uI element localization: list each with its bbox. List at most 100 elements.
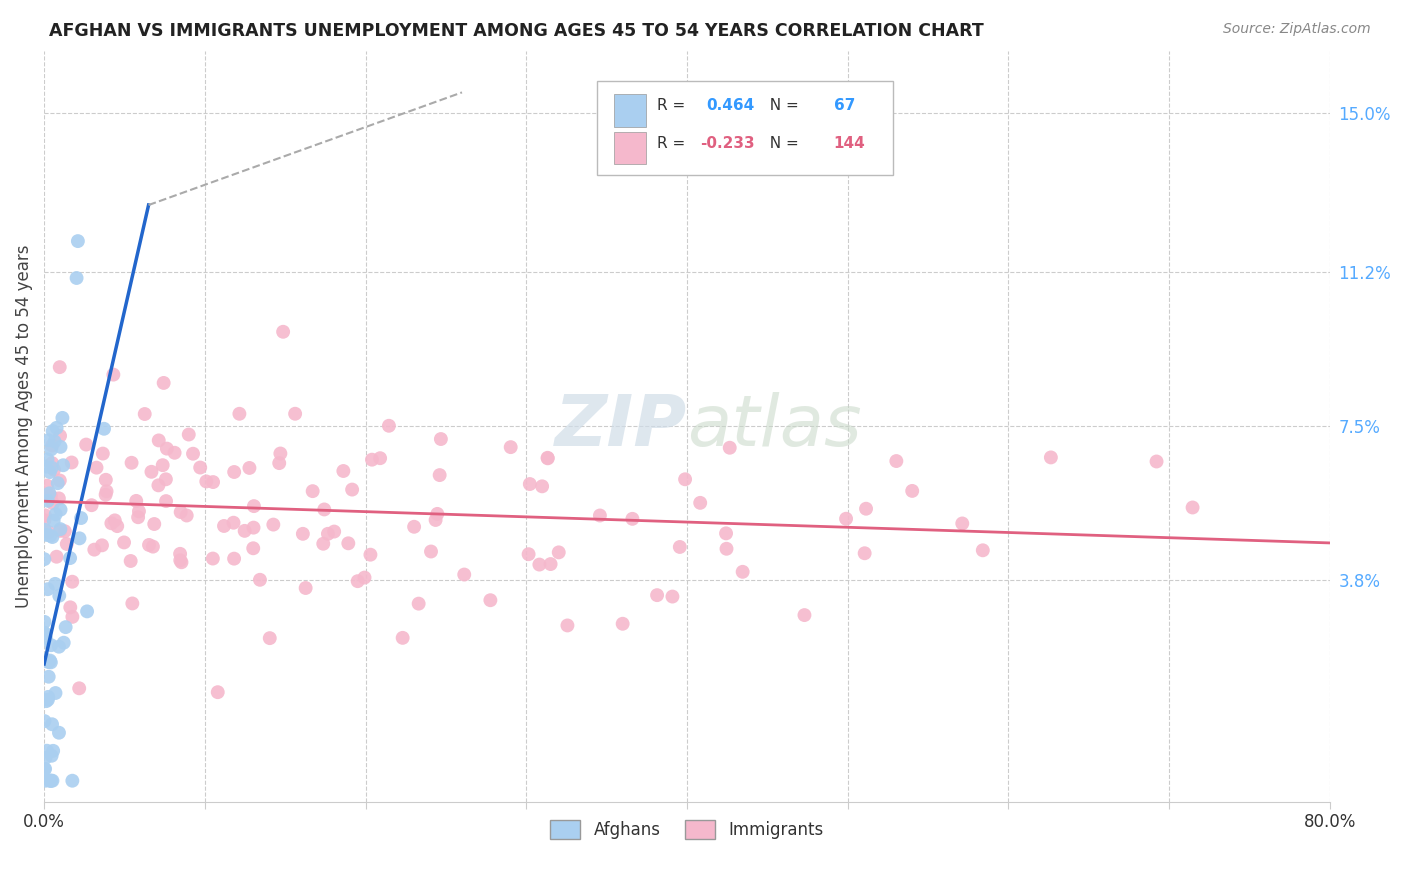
Point <box>141 465 163 479</box>
Point <box>76 604 98 618</box>
Point <box>152 458 174 473</box>
Point <box>48 491 70 506</box>
Point <box>950 516 973 531</box>
Point <box>886 454 908 468</box>
Point <box>429 468 451 483</box>
Point <box>340 483 363 497</box>
Text: 144: 144 <box>834 136 865 151</box>
Point <box>41 424 63 438</box>
Point <box>35 654 58 668</box>
Point <box>271 325 294 339</box>
Point <box>529 558 551 572</box>
FancyBboxPatch shape <box>598 80 893 175</box>
Point <box>42 744 65 758</box>
Point <box>238 461 260 475</box>
Text: 67: 67 <box>834 98 855 113</box>
Point <box>479 593 502 607</box>
Point <box>45 508 67 522</box>
Point <box>972 543 994 558</box>
Point <box>242 521 264 535</box>
Point <box>207 685 229 699</box>
Point <box>121 456 143 470</box>
Point <box>34 459 56 474</box>
Point <box>38 525 60 540</box>
Point <box>44 434 66 449</box>
Point <box>224 465 246 479</box>
Point <box>34 523 56 537</box>
Point <box>408 597 430 611</box>
Point <box>39 529 62 543</box>
Point <box>426 507 449 521</box>
Point <box>48 589 70 603</box>
Point <box>35 773 58 788</box>
Point <box>1146 454 1168 468</box>
Point <box>42 496 65 510</box>
Point <box>34 552 56 566</box>
Point <box>39 656 62 670</box>
Point <box>353 571 375 585</box>
Point <box>93 422 115 436</box>
Point <box>45 421 67 435</box>
Text: AFGHAN VS IMMIGRANTS UNEMPLOYMENT AMONG AGES 45 TO 54 YEARS CORRELATION CHART: AFGHAN VS IMMIGRANTS UNEMPLOYMENT AMONG … <box>49 22 984 40</box>
Point <box>52 458 75 473</box>
Point <box>148 478 170 492</box>
Point <box>48 360 70 375</box>
Point <box>148 434 170 448</box>
Text: N =: N = <box>761 136 804 151</box>
Point <box>103 368 125 382</box>
Point <box>242 541 264 556</box>
Point <box>142 540 165 554</box>
Point <box>314 502 336 516</box>
Point <box>49 502 72 516</box>
Point <box>170 555 193 569</box>
Point <box>49 524 72 538</box>
Point <box>853 546 876 560</box>
Point <box>35 694 58 708</box>
Point <box>259 631 281 645</box>
Point <box>39 773 62 788</box>
Point <box>901 483 924 498</box>
Point <box>49 440 72 454</box>
Point <box>177 427 200 442</box>
Point <box>91 446 114 460</box>
Point <box>37 452 59 467</box>
Point <box>269 446 291 460</box>
Point <box>49 474 72 488</box>
Point <box>673 472 696 486</box>
Point <box>531 479 554 493</box>
Point <box>262 517 284 532</box>
Point <box>621 512 644 526</box>
Point <box>404 520 426 534</box>
Point <box>41 717 63 731</box>
Point <box>59 600 82 615</box>
Point <box>32 762 55 776</box>
Point <box>793 608 815 623</box>
Point <box>138 538 160 552</box>
Point <box>39 638 62 652</box>
Point <box>224 551 246 566</box>
Point <box>37 493 59 508</box>
Point <box>41 439 63 453</box>
Point <box>48 640 70 654</box>
Point <box>169 553 191 567</box>
Point <box>49 522 72 536</box>
Point <box>34 652 56 666</box>
Point <box>540 557 562 571</box>
Text: -0.233: -0.233 <box>700 136 755 151</box>
Point <box>120 554 142 568</box>
Point <box>294 581 316 595</box>
Point <box>83 542 105 557</box>
Point <box>94 473 117 487</box>
Text: R =: R = <box>658 98 690 113</box>
Point <box>361 452 384 467</box>
Point <box>222 516 245 530</box>
Text: 0.464: 0.464 <box>706 98 755 113</box>
Point <box>612 616 634 631</box>
Point <box>689 496 711 510</box>
Point <box>134 407 156 421</box>
Point <box>52 636 75 650</box>
Point <box>86 460 108 475</box>
Point <box>38 486 60 500</box>
Point <box>42 514 65 528</box>
Point <box>35 478 58 492</box>
